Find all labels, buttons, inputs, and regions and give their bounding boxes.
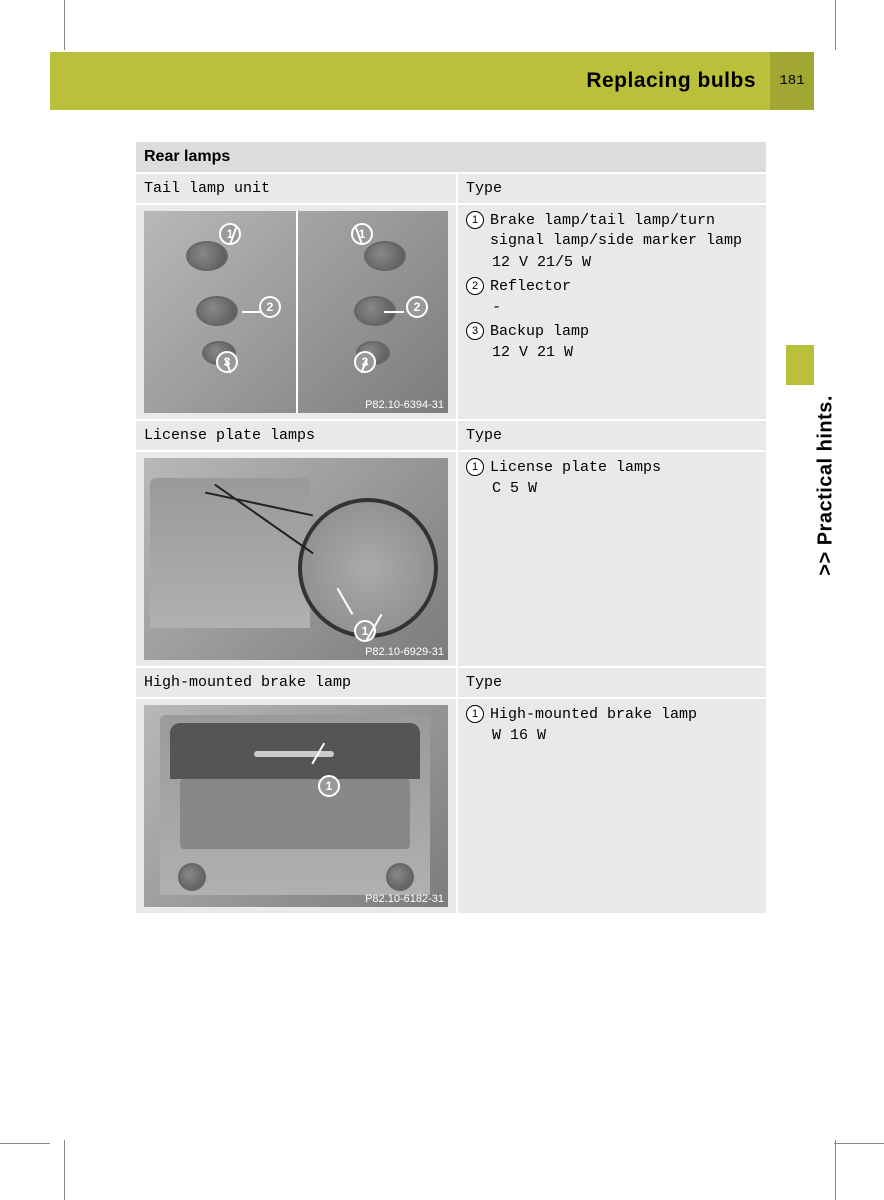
- section-header-row: Rear lamps: [136, 142, 766, 173]
- table-row: 1 P82.10-6182-31 1 High-mounted brake lam…: [136, 698, 766, 914]
- item-label: Reflector: [490, 277, 571, 297]
- figure-reference: P82.10-6394-31: [365, 399, 444, 411]
- crop-mark: [834, 1143, 884, 1144]
- page-title: Replacing bulbs: [586, 69, 756, 93]
- crop-mark: [64, 1140, 65, 1200]
- tail-lamp-figure: 1 2 3 1 2 3 P82.10-6394-31: [144, 211, 448, 413]
- item-spec: -: [492, 299, 758, 316]
- callout-1-icon: 1: [466, 705, 484, 723]
- brake-lamp-figure: 1 P82.10-6182-31: [144, 705, 448, 907]
- crop-mark: [835, 0, 836, 50]
- callout-1-icon: 1: [466, 458, 484, 476]
- content-area: Rear lamps Tail lamp unit Type: [136, 142, 766, 915]
- bulb-item: 1 Brake lamp/tail lamp/turn signal lamp/s…: [466, 211, 758, 252]
- item-spec: W 16 W: [492, 727, 758, 744]
- left-subheader: Tail lamp unit: [136, 173, 457, 204]
- page-number: 181: [779, 73, 804, 89]
- item-spec: 12 V 21 W: [492, 344, 758, 361]
- figure-cell: 1 2 3 1 2 3 P82.10-6394-31: [136, 204, 457, 420]
- item-label: Backup lamp: [490, 322, 589, 342]
- bulb-item: 1 License plate lamps: [466, 458, 758, 478]
- bulb-item: 2 Reflector: [466, 277, 758, 297]
- item-label: License plate lamps: [490, 458, 661, 478]
- type-cell: 1 License plate lamps C 5 W: [457, 451, 766, 667]
- section-side-label: >> Practical hints.: [815, 395, 838, 576]
- item-label: Brake lamp/tail lamp/turn signal lamp/si…: [490, 211, 758, 252]
- bulb-item: 1 High-mounted brake lamp: [466, 705, 758, 725]
- right-subheader: Type: [457, 667, 766, 698]
- subheader-row: Tail lamp unit Type: [136, 173, 766, 204]
- crop-mark: [0, 1143, 50, 1144]
- table-row: 1 P82.10-6929-31 1 License plate lamps C …: [136, 451, 766, 667]
- bulbs-table: Rear lamps Tail lamp unit Type: [136, 142, 766, 915]
- type-cell: 1 High-mounted brake lamp W 16 W: [457, 698, 766, 914]
- left-subheader: High-mounted brake lamp: [136, 667, 457, 698]
- type-cell: 1 Brake lamp/tail lamp/turn signal lamp/s…: [457, 204, 766, 420]
- crop-mark: [64, 0, 65, 50]
- figure-cell: 1 P82.10-6929-31: [136, 451, 457, 667]
- section-header: Rear lamps: [136, 142, 766, 173]
- crop-mark: [835, 1140, 836, 1200]
- right-subheader: Type: [457, 173, 766, 204]
- license-plate-figure: 1 P82.10-6929-31: [144, 458, 448, 660]
- item-spec: C 5 W: [492, 480, 758, 497]
- subheader-row: High-mounted brake lamp Type: [136, 667, 766, 698]
- left-subheader: License plate lamps: [136, 420, 457, 451]
- side-tab: [786, 345, 814, 385]
- figure-cell: 1 P82.10-6182-31: [136, 698, 457, 914]
- right-subheader: Type: [457, 420, 766, 451]
- page-number-box: 181: [770, 52, 814, 110]
- item-spec: 12 V 21/5 W: [492, 254, 758, 271]
- header-bar: Replacing bulbs: [50, 52, 814, 110]
- figure-reference: P82.10-6929-31: [365, 646, 444, 658]
- callout-1-icon: 1: [466, 211, 484, 229]
- bulb-item: 3 Backup lamp: [466, 322, 758, 342]
- figure-reference: P82.10-6182-31: [365, 893, 444, 905]
- callout-3-icon: 3: [466, 322, 484, 340]
- callout-2-icon: 2: [466, 277, 484, 295]
- subheader-row: License plate lamps Type: [136, 420, 766, 451]
- item-label: High-mounted brake lamp: [490, 705, 697, 725]
- table-row: 1 2 3 1 2 3 P82.10-6394-31 1Brak: [136, 204, 766, 420]
